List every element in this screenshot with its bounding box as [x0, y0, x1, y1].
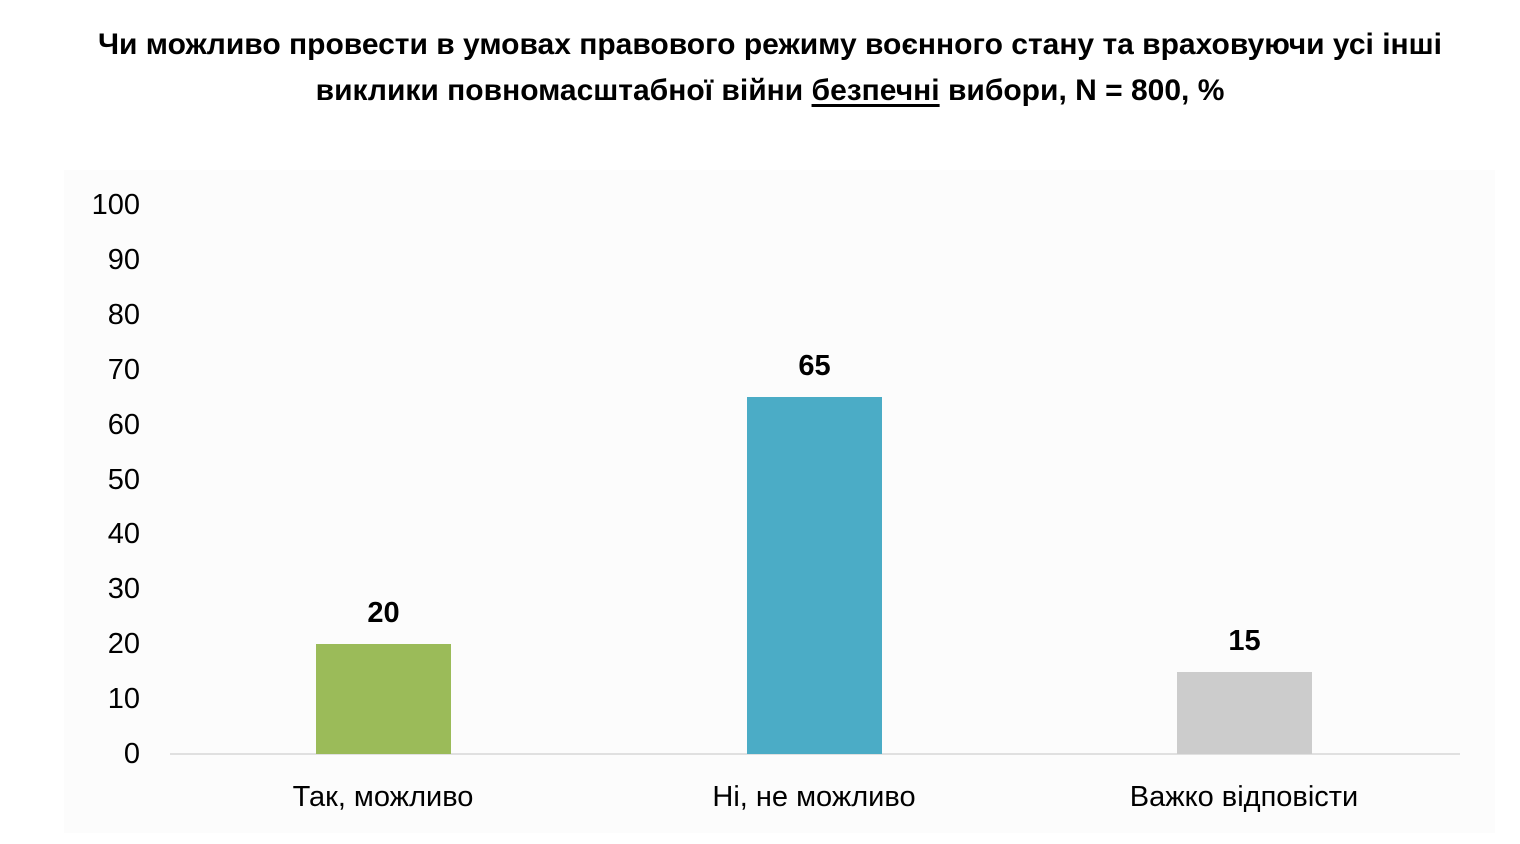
y-tick: 0	[123, 738, 140, 770]
y-tick: 90	[107, 243, 140, 276]
y-tick: 70	[107, 353, 140, 386]
y-tick: 80	[107, 298, 140, 331]
y-tick: 10	[107, 683, 140, 716]
bar-value-label: 15	[1228, 624, 1261, 657]
category-label: Так, можливо	[292, 781, 474, 813]
y-tick: 60	[107, 408, 140, 441]
bar-value-label: 20	[367, 597, 400, 630]
y-tick: 50	[107, 463, 140, 496]
bar-value-label: 65	[798, 350, 831, 383]
category-label: Ні, не можливо	[712, 781, 916, 813]
chart-title: Чи можливо провести в умовах правового р…	[97, 28, 1443, 107]
category-label: Важко відповісти	[1129, 781, 1359, 813]
bar-no	[747, 397, 882, 754]
bar-yes	[316, 644, 451, 754]
bar-hard-to-say	[1177, 671, 1312, 754]
x-axis-line	[170, 753, 1460, 755]
y-tick: 40	[107, 518, 140, 551]
title-underlined-word: безпечні	[811, 74, 940, 107]
y-tick: 30	[107, 573, 140, 606]
y-tick: 100	[91, 189, 140, 221]
y-tick: 20	[107, 628, 140, 661]
